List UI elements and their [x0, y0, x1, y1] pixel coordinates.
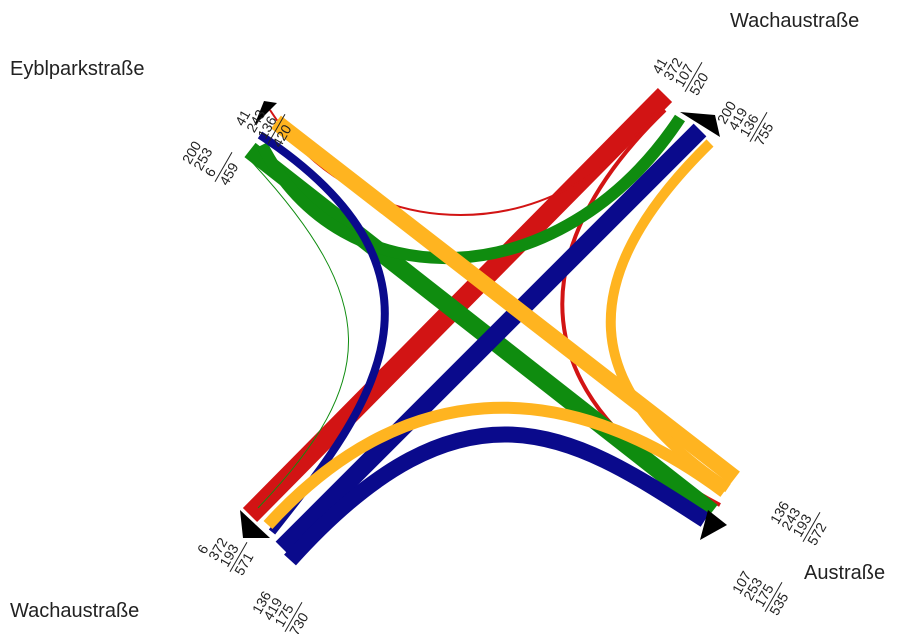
street-label-wachaustrasse-north: Wachaustraße — [730, 10, 860, 32]
street-label-austrasse: Austraße — [804, 562, 886, 584]
count-value: 41 — [232, 107, 254, 129]
sum-rule — [229, 542, 248, 572]
flow-green-left-thin — [249, 159, 349, 509]
sum-rule — [214, 152, 233, 182]
flow-green-diagonal — [244, 142, 718, 520]
flow-blue-lower-curve — [284, 426, 710, 566]
sum-rule — [764, 582, 783, 612]
arrow-southeast — [700, 510, 727, 540]
street-label-wachaustrasse-south: Wachaustraße — [10, 600, 140, 622]
arrow-southwest — [240, 510, 270, 538]
flow-orange-diagonal — [271, 115, 740, 485]
count-value: 41 — [649, 55, 671, 77]
direction-arrows — [240, 101, 727, 540]
count-total: 459 — [216, 160, 242, 188]
sum-rule — [284, 602, 303, 632]
sum-rule — [684, 62, 703, 92]
flow-orange-lower-curve — [263, 401, 728, 530]
sum-rule — [802, 512, 821, 542]
street-label-eyblparkstrasse: Eyblparkstraße — [10, 58, 145, 80]
flow-blue-diagonal — [275, 123, 707, 555]
arrow-northeast — [680, 112, 720, 137]
count-labels: 4124313642020025364594137210752020041913… — [179, 55, 830, 634]
flow-bands — [242, 87, 740, 566]
sum-rule — [749, 112, 768, 142]
arrow-northwest — [254, 101, 277, 126]
sum-rule — [267, 114, 286, 144]
flow-orange-right-curve — [605, 139, 731, 493]
